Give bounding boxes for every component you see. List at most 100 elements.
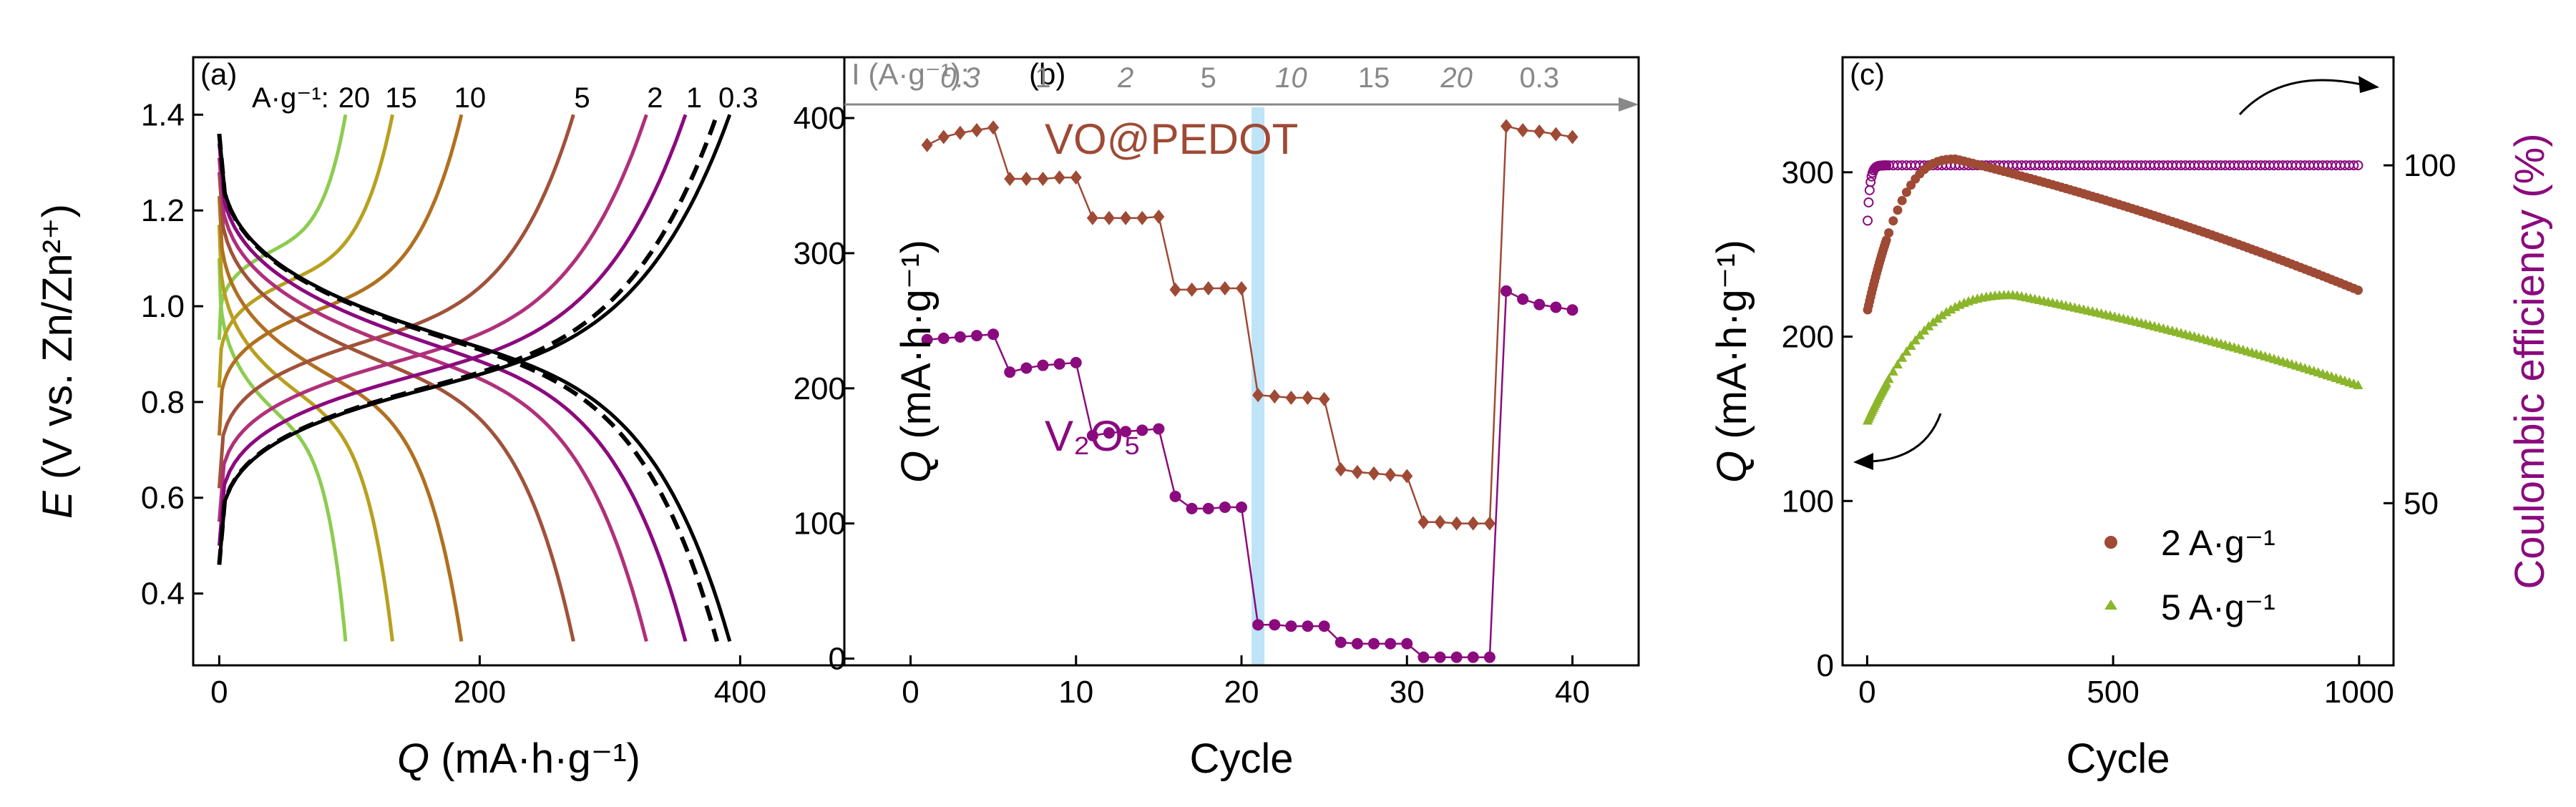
capacity-5ag-point: [1932, 313, 1943, 323]
capacity-5ag-point: [1901, 346, 1912, 356]
capacity-5ag-point: [2353, 380, 2363, 390]
vo-pedot-point: [1533, 124, 1546, 139]
v2o5-point: [1020, 362, 1033, 374]
vo-pedot-point: [1335, 462, 1347, 477]
v2o5-point: [1136, 424, 1148, 436]
vo-pedot-point: [1186, 282, 1198, 297]
vo-pedot-point: [1351, 464, 1363, 479]
capacity-5ag-point: [1910, 335, 1921, 345]
vo-pedot-point: [1269, 389, 1281, 404]
panel-a-xtick-label: 0: [210, 675, 228, 710]
panel-a-rate-labels: 0.3 12 5 10 15 20: [338, 82, 758, 114]
vo-pedot-point: [1202, 281, 1214, 295]
panel-a-ytick-label: 0.6: [141, 481, 185, 516]
vo-pedot-point: [1086, 210, 1098, 225]
capacity-5ag-point: [1893, 359, 1903, 369]
panel-c-xtick-label: 0: [1858, 675, 1875, 710]
vo-pedot-point: [1450, 516, 1463, 531]
v2o5-point: [1351, 637, 1363, 650]
panel-a-ytick-label: 1.2: [141, 193, 185, 228]
panel-b-ylabel-unit: (mA·h·g⁻¹): [893, 240, 940, 451]
vo-pedot-point: [1434, 514, 1446, 529]
legend-label-2ag: 2 A·g⁻¹: [2161, 523, 2275, 563]
vo-pedot-point: [1004, 172, 1016, 186]
panel-b-xtick-label: 40: [1555, 675, 1590, 710]
panel-b-current-label: I (A·g⁻¹):: [852, 57, 970, 91]
v2o5-point: [1318, 620, 1330, 632]
capacity-5ag-point: [1897, 352, 1908, 362]
vo-pedot-point: [937, 129, 950, 145]
panel-a-ytick-label: 0.4: [141, 577, 185, 612]
charge-curve-0.3: [217, 114, 732, 565]
charge-curve-1: [217, 114, 688, 546]
discharge-curve-1: [217, 143, 688, 642]
panel-c-ylabel-symbol: Q: [1709, 451, 1755, 483]
panel-c-xtick-label: 1000: [2324, 675, 2394, 710]
vo-pedot-point: [1037, 172, 1049, 186]
v2o5-point: [1120, 426, 1132, 438]
ce-point: [1863, 215, 1873, 226]
v2o5-point: [1418, 651, 1430, 663]
vo-pedot-point: [1467, 516, 1479, 531]
panel-a-curves: [217, 114, 732, 642]
ce-axis-arrow-icon: [2238, 79, 2362, 116]
v2o5-point: [1517, 293, 1529, 305]
ce-point: [1863, 197, 1874, 207]
ce-point: [2348, 160, 2359, 171]
panel-b-ytick-label: 200: [794, 371, 846, 406]
series-line-v2o5: [927, 289, 1573, 658]
vo-pedot-point: [1020, 172, 1033, 186]
panel-a-xlabel-unit: (mA·h·g⁻¹): [429, 735, 640, 782]
capacity-2ag-point: [1888, 216, 1898, 226]
q-axis-arrowhead-icon: [1853, 453, 1873, 470]
vo-pedot-point: [954, 125, 966, 140]
panel-a-ytick-label: 1.0: [141, 289, 185, 324]
v2o5-point: [1004, 366, 1016, 378]
v2o5-point: [1186, 502, 1198, 514]
v2o5-point: [921, 333, 933, 346]
rate-label-1: 1: [686, 82, 702, 114]
legend-marker-5ag: [2104, 600, 2117, 610]
vo-pedot-point: [1517, 123, 1529, 137]
panel-a-rate-prefix: A·g⁻¹:: [252, 82, 329, 114]
vo-pedot-point: [1252, 388, 1264, 403]
panel-c-ticks: 0 500 1000 0 100 200 300 50 100: [1782, 148, 2457, 710]
panel-a-label: (a): [200, 57, 237, 91]
rate-label-5: 5: [574, 82, 590, 114]
capacity-5ag-point: [1888, 366, 1898, 376]
ce-point: [2353, 160, 2363, 171]
ce-point: [1865, 177, 1876, 187]
panel-b-series: [921, 119, 1579, 663]
current-rate-label: 0.3: [1519, 62, 1559, 94]
panel-c-ytick-label: 200: [1782, 320, 1834, 355]
panel-a-xlabel-symbol: Q: [397, 735, 429, 782]
panel-b-ytick-label: 0: [829, 642, 846, 677]
v2o5-point: [1566, 304, 1579, 316]
capacity-2ag-point: [1897, 195, 1907, 205]
panel-a-ticks: 0 200 400 0.4 0.6 0.8 1.0 1.2 1.4: [141, 97, 766, 710]
charge-curve-2: [217, 114, 648, 522]
current-rate-label: 20: [1440, 62, 1473, 94]
panel-c-series: [1863, 154, 2363, 425]
v2o5-point: [1401, 637, 1413, 650]
capacity-2ag-point: [1884, 228, 1894, 238]
v2o5-point: [1368, 637, 1380, 650]
vo-pedot-point: [1103, 210, 1115, 225]
current-rate-label: 0.3: [940, 62, 980, 94]
v2o5-point: [1037, 359, 1049, 371]
v2o5-point: [1335, 636, 1347, 648]
capacity-2ag-point: [1901, 187, 1911, 197]
capacity-5ag-point: [1906, 340, 1916, 350]
vo-pedot-point: [1401, 469, 1413, 484]
vo-pedot-point: [1285, 391, 1297, 405]
v2o5-point: [1434, 651, 1446, 663]
vo-pedot-point: [1385, 467, 1397, 482]
rate-label-15: 15: [385, 82, 417, 114]
capacity-5ag-point: [1941, 307, 1952, 317]
v2o5-point: [1285, 620, 1297, 632]
current-rate-label: 15: [1358, 62, 1390, 94]
v2o5-point: [1501, 285, 1512, 297]
capacity-5ag-point: [1946, 304, 1956, 314]
